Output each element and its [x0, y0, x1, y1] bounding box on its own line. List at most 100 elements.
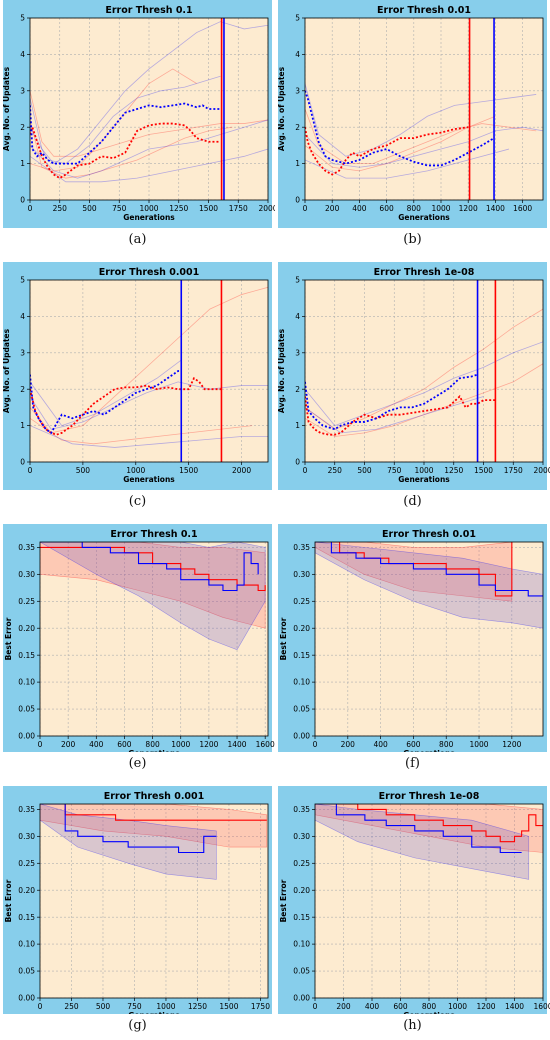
y-tick-label: 0.00 [293, 732, 310, 741]
y-tick-label: 3 [20, 348, 25, 357]
y-tick-label: 0.30 [293, 832, 310, 841]
y-tick-label: 0.00 [293, 994, 310, 1003]
chart-panel: 0 250 500 750 1000 1250 1500 1750 2000 0 1 2 3 4 5 Erro… [0, 0, 278, 228]
x-tick-label: 1400 [505, 1002, 524, 1011]
y-tick-label: 0.25 [293, 859, 310, 868]
x-tick-label: 800 [422, 1002, 437, 1011]
x-tick-label: 1000 [469, 740, 488, 749]
y-tick-label: 0.30 [18, 832, 35, 841]
series-line-blue-step [315, 804, 522, 854]
y-tick-label: 3 [295, 86, 300, 95]
y-axis-label: Avg. No. of Updates [277, 66, 286, 151]
x-tick-label: 400 [373, 740, 388, 749]
plot-area [30, 18, 268, 200]
x-tick-label: 800 [145, 740, 160, 749]
confidence-band-blue [315, 804, 530, 880]
x-axis-label: Generations [403, 1011, 455, 1014]
y-axis-label: Best Error [4, 617, 13, 660]
y-tick-label: 2 [295, 385, 300, 394]
plot-frame [39, 541, 269, 737]
chart-title: Error Thresh 0.01 [382, 529, 476, 540]
subfigure-caption: (e) [128, 756, 147, 771]
chart-svg: 0 200 400 600 800 1000 1200 1400 1600 0.00 0.05 0.1… [278, 786, 550, 1020]
y-tick-label: 0.35 [18, 805, 35, 814]
chart-panel: 0 200 400 600 800 1000 1200 1400 1600 0.00 0.05 0.1… [275, 786, 550, 1020]
x-tick-label: 0 [303, 466, 308, 475]
y-axis-label: Best Error [4, 879, 13, 922]
series-line-blue-faint [30, 381, 268, 430]
subfigure-caption: (h) [403, 1018, 422, 1033]
y-tick-label: 0.25 [293, 597, 310, 606]
series-line-blue-dotted [305, 373, 478, 431]
y-tick-label: 2 [295, 123, 300, 132]
x-tick-label: 500 [96, 1002, 111, 1011]
chart-title: Error Thresh 0.01 [377, 5, 471, 16]
x-tick-label: 0 [313, 740, 318, 749]
chart-title: Error Thresh 0.1 [110, 529, 197, 540]
x-tick-label: 1750 [251, 1002, 270, 1011]
x-tick-label: 1200 [459, 204, 478, 213]
x-tick-label: 1200 [199, 740, 218, 749]
y-tick-label: 5 [295, 276, 300, 285]
y-tick-label: 0.15 [18, 651, 35, 660]
series-line-red-faint [305, 363, 543, 437]
plot-frame [29, 279, 269, 463]
x-tick-label: 0 [313, 1002, 318, 1011]
y-axis-label: Avg. No. of Updates [277, 328, 286, 413]
y-tick-label: 0.10 [293, 940, 310, 949]
y-tick-label: 0.05 [293, 705, 310, 714]
x-tick-label: 200 [341, 740, 356, 749]
y-tick-label: 3 [295, 348, 300, 357]
chart-panel: 0 500 1000 1500 2000 0 1 2 3 4 5 Error Thresh 0.001… [0, 262, 275, 490]
y-tick-label: 3 [20, 86, 25, 95]
x-axis-label: Generations [128, 749, 180, 752]
x-tick-label: 1250 [188, 1002, 207, 1011]
y-tick-label: 0.15 [18, 913, 35, 922]
x-tick-label: 1500 [199, 204, 218, 213]
x-tick-label: 600 [393, 1002, 408, 1011]
x-tick-label: 1750 [504, 466, 523, 475]
y-tick-label: 0.10 [293, 678, 310, 687]
y-tick-label: 0 [20, 196, 25, 205]
series-line-red-dotted [30, 122, 221, 180]
y-tick-label: 0.15 [293, 913, 310, 922]
y-tick-label: 5 [20, 14, 25, 23]
confidence-band-red [40, 542, 266, 629]
x-tick-label: 600 [379, 204, 394, 213]
y-tick-label: 1 [295, 159, 300, 168]
series-line-red-dotted [305, 395, 496, 436]
x-axis-label: Generations [128, 1011, 180, 1014]
x-tick-label: 1000 [431, 204, 450, 213]
x-axis-label: Generations [123, 475, 175, 484]
x-axis-label: Generations [123, 213, 175, 222]
chart-svg: 0 200 400 600 800 1000 1200 1400 1600 0 1 2 3 4 5 Error… [277, 0, 547, 228]
chart-panel: 0 200 400 600 800 1000 1200 1400 1600 0.00 0.05 0.1… [0, 524, 275, 758]
x-tick-label: 600 [406, 740, 421, 749]
series-line-red-faint [30, 286, 268, 434]
y-tick-label: 0.20 [18, 886, 35, 895]
y-tick-label: 0 [295, 458, 300, 467]
x-tick-label: 400 [352, 204, 367, 213]
x-axis-label: Generations [398, 475, 450, 484]
series-line-blue-step [40, 804, 217, 854]
y-axis-label: Avg. No. of Updates [2, 328, 11, 413]
y-tick-label: 1 [20, 421, 25, 430]
series-line-blue-faint [305, 396, 484, 434]
chart-title: Error Thresh 0.001 [99, 267, 200, 278]
y-axis-label: Avg. No. of Updates [2, 66, 11, 151]
x-tick-label: 800 [439, 740, 454, 749]
series-line-blue-dotted [305, 90, 495, 167]
subfigure-caption: (g) [128, 1018, 147, 1033]
y-tick-label: 0.15 [293, 651, 310, 660]
y-tick-label: 0.05 [293, 967, 310, 976]
chart-panel: 0 200 400 600 800 1000 1200 1400 1600 0 1 2 3 4 5 Error… [275, 0, 550, 228]
series-line-red-step [315, 542, 513, 597]
chart-svg: 0 500 1000 1500 2000 0 1 2 3 4 5 Error Thresh 0.001… [2, 262, 272, 490]
y-axis-label: Best Error [279, 617, 288, 660]
subfigure-caption: (a) [128, 232, 147, 247]
x-tick-label: 1500 [474, 466, 493, 475]
x-tick-label: 1000 [171, 740, 190, 749]
y-tick-label: 0 [295, 196, 300, 205]
x-tick-label: 200 [61, 740, 76, 749]
x-tick-label: 500 [357, 466, 372, 475]
